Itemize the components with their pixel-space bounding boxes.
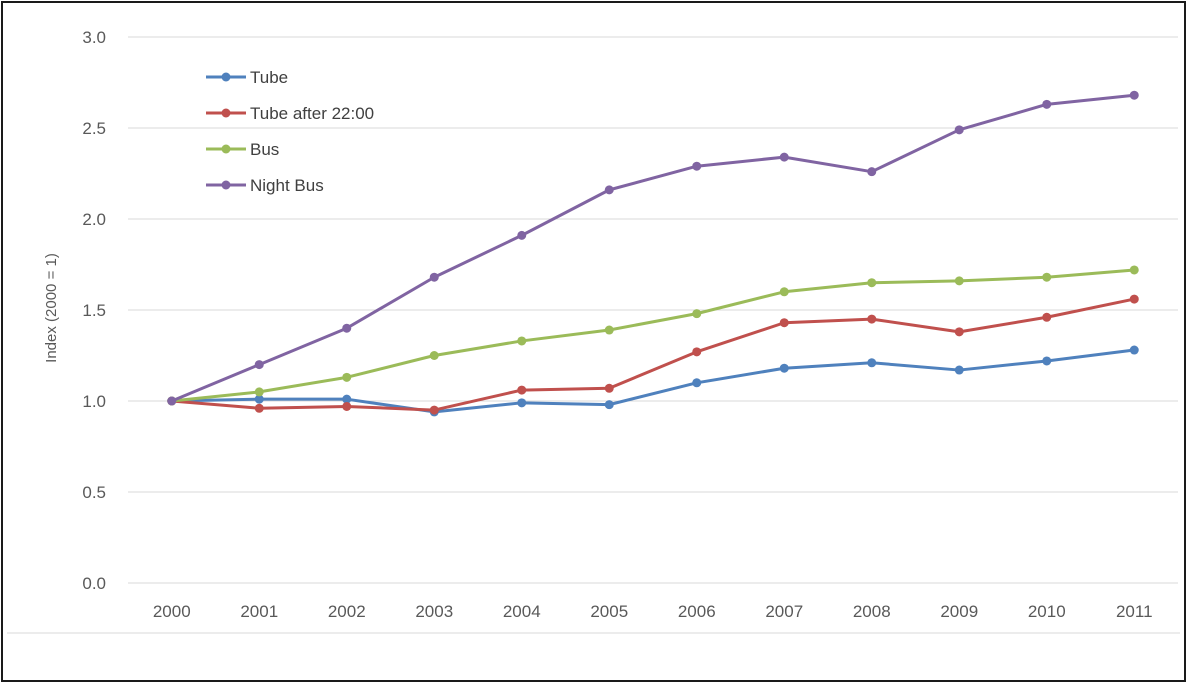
y-tick-label: 0.0 bbox=[82, 574, 106, 593]
data-point-night-bus bbox=[167, 396, 177, 406]
data-point-tube-after-22-00 bbox=[342, 401, 352, 411]
data-point-night-bus bbox=[867, 167, 877, 177]
x-tick-label: 2007 bbox=[765, 602, 803, 621]
legend-label: Tube bbox=[250, 68, 288, 87]
x-tick-label: 2002 bbox=[328, 602, 366, 621]
legend-label: Tube after 22:00 bbox=[250, 104, 374, 123]
legend-item-tube: Tube bbox=[206, 68, 288, 87]
data-point-tube bbox=[517, 398, 527, 408]
legend-item-tube-after-22-00: Tube after 22:00 bbox=[206, 104, 374, 123]
data-point-tube-after-22-00 bbox=[429, 405, 439, 415]
data-point-night-bus bbox=[954, 125, 964, 135]
data-point-tube bbox=[779, 363, 789, 373]
data-point-bus bbox=[779, 287, 789, 297]
data-point-bus bbox=[1042, 272, 1052, 282]
data-point-bus bbox=[342, 372, 352, 382]
legend-marker bbox=[221, 180, 231, 190]
data-point-night-bus bbox=[517, 230, 527, 240]
data-point-tube bbox=[1129, 345, 1139, 355]
data-point-tube-after-22-00 bbox=[517, 385, 527, 395]
data-point-bus bbox=[692, 309, 702, 319]
y-tick-label: 0.5 bbox=[82, 483, 106, 502]
x-tick-label: 2009 bbox=[940, 602, 978, 621]
x-tick-label: 2000 bbox=[153, 602, 191, 621]
y-axis-ticks: 0.0 0.5 1.0 1.5 2.0 2.5 3.0 bbox=[82, 28, 106, 593]
legend-item-night-bus: Night Bus bbox=[206, 176, 324, 195]
x-tick-label: 2005 bbox=[590, 602, 628, 621]
data-point-tube-after-22-00 bbox=[1042, 312, 1052, 322]
data-point-tube bbox=[692, 378, 702, 388]
x-tick-label: 2003 bbox=[415, 602, 453, 621]
series-line-tube bbox=[171, 348, 1135, 414]
legend-label: Night Bus bbox=[250, 176, 324, 195]
data-point-bus bbox=[954, 276, 964, 286]
data-point-tube bbox=[254, 394, 264, 404]
data-point-night-bus bbox=[692, 161, 702, 171]
data-point-bus bbox=[429, 351, 439, 360]
data-point-bus bbox=[1129, 265, 1139, 275]
legend-marker bbox=[221, 108, 231, 118]
gridlines bbox=[128, 36, 1178, 584]
y-tick-label: 1.0 bbox=[82, 392, 106, 411]
series-bus bbox=[167, 265, 1139, 406]
data-point-tube bbox=[1042, 356, 1052, 366]
data-point-bus bbox=[254, 387, 264, 397]
data-point-tube-after-22-00 bbox=[1129, 294, 1139, 304]
data-point-tube bbox=[867, 358, 877, 368]
x-axis-ticks: 2000 2001 2002 2003 2004 2005 2006 2007 2008 2009… bbox=[153, 602, 1153, 621]
line-chart: 0.00.51.01.52.02.53.0 2000 2001 2002 2003 20… bbox=[7, 28, 1180, 634]
data-point-night-bus bbox=[429, 272, 439, 282]
data-point-night-bus bbox=[254, 360, 264, 370]
data-point-tube bbox=[954, 365, 964, 375]
series-line-bus bbox=[171, 268, 1135, 403]
data-point-night-bus bbox=[1042, 99, 1052, 109]
data-point-tube-after-22-00 bbox=[954, 327, 964, 337]
legend-item-bus: Bus bbox=[206, 140, 279, 159]
y-axis-title: Index (2000 = 1) bbox=[43, 253, 60, 363]
y-tick-label: 1.5 bbox=[82, 301, 106, 320]
series-tube-after-22-00 bbox=[167, 294, 1139, 415]
x-tick-label: 2004 bbox=[503, 602, 541, 621]
x-tick-label: 2011 bbox=[1116, 602, 1153, 621]
data-point-night-bus bbox=[604, 185, 614, 195]
data-point-tube-after-22-00 bbox=[604, 383, 614, 393]
series-line-tube-after-22-00 bbox=[171, 297, 1135, 412]
data-point-tube-after-22-00 bbox=[692, 347, 702, 357]
data-point-tube-after-22-00 bbox=[254, 403, 264, 413]
data-point-tube-after-22-00 bbox=[779, 318, 789, 328]
data-point-tube bbox=[342, 394, 352, 404]
x-tick-label: 2001 bbox=[240, 602, 278, 621]
series-night-bus bbox=[167, 90, 1139, 406]
y-tick-label: 2.0 bbox=[82, 210, 106, 229]
data-point-night-bus bbox=[342, 323, 352, 333]
data-point-tube bbox=[604, 400, 614, 410]
legend-marker bbox=[221, 144, 231, 154]
data-point-night-bus bbox=[779, 152, 789, 162]
y-tick-label: 3.0 bbox=[82, 28, 106, 47]
legend-marker bbox=[221, 72, 231, 82]
x-tick-label: 2008 bbox=[853, 602, 891, 621]
data-point-night-bus bbox=[1129, 90, 1139, 100]
data-point-bus bbox=[604, 325, 614, 335]
x-tick-label: 2010 bbox=[1028, 602, 1066, 621]
data-point-tube-after-22-00 bbox=[867, 314, 877, 324]
series-lines bbox=[167, 90, 1139, 417]
legend: Tube Tube after 22:00 Bus Night Bus bbox=[206, 68, 374, 195]
legend-label: Bus bbox=[250, 140, 279, 159]
x-tick-label: 2006 bbox=[678, 602, 716, 621]
series-line-night-bus bbox=[171, 93, 1135, 403]
y-tick-label: 2.5 bbox=[82, 119, 106, 138]
data-point-bus bbox=[517, 336, 527, 346]
data-point-bus bbox=[867, 278, 877, 288]
